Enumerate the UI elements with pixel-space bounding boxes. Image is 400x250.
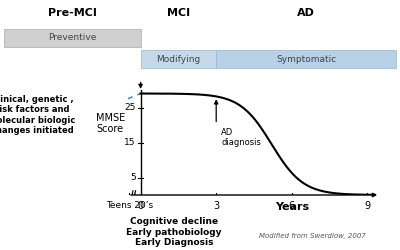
Text: AD
diagnosis: AD diagnosis (221, 128, 261, 147)
Text: Modifying: Modifying (156, 54, 200, 64)
Text: 0: 0 (138, 201, 144, 211)
Text: MCI: MCI (167, 8, 190, 18)
Text: Cognitive decline
Early pathobiology
Early Diagnosis: Cognitive decline Early pathobiology Ear… (126, 218, 222, 247)
Text: 5: 5 (130, 173, 136, 182)
Text: Preventive: Preventive (48, 33, 96, 42)
Text: Years: Years (275, 202, 309, 212)
Text: Pre-MCI: Pre-MCI (48, 8, 97, 18)
Text: AD: AD (297, 8, 315, 18)
Text: 6: 6 (289, 201, 295, 211)
Text: 15: 15 (124, 138, 136, 147)
Text: 9: 9 (364, 201, 370, 211)
Text: 25: 25 (124, 103, 136, 112)
Text: Score: Score (97, 124, 124, 134)
Text: Symptomatic: Symptomatic (276, 54, 336, 64)
Text: MMSE: MMSE (96, 113, 125, 123)
Text: Modified from Swerdlow, 2007: Modified from Swerdlow, 2007 (258, 233, 366, 239)
Text: Clinical, genetic ,
risk factors and
molecular biologic
changes initiated: Clinical, genetic , risk factors and mol… (0, 95, 76, 135)
Text: 3: 3 (213, 201, 219, 211)
Text: Teens 20’s: Teens 20’s (106, 201, 153, 210)
